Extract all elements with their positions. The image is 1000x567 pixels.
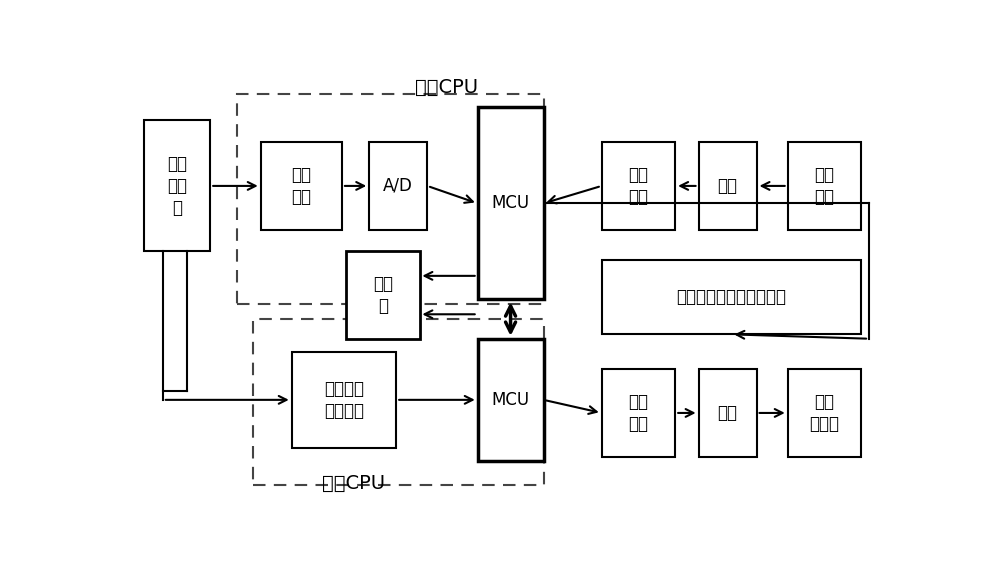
Bar — [602, 142, 675, 230]
Bar — [253, 319, 544, 485]
Bar — [602, 369, 675, 456]
Text: 通信、显示、对时、打印: 通信、显示、对时、打印 — [676, 288, 786, 306]
Text: 光隔: 光隔 — [718, 404, 738, 422]
Text: 低通
滤波: 低通 滤波 — [291, 166, 311, 206]
Text: 外部
开入: 外部 开入 — [814, 166, 834, 206]
Text: 接口
模块: 接口 模块 — [628, 166, 648, 206]
Bar — [369, 142, 427, 230]
Text: 高速数据
采集回路: 高速数据 采集回路 — [324, 380, 364, 420]
Bar — [292, 352, 396, 448]
Bar — [698, 369, 757, 456]
Text: A/D: A/D — [383, 177, 413, 195]
Text: 光隔: 光隔 — [718, 177, 738, 195]
Bar — [346, 251, 420, 338]
Text: MCU: MCU — [492, 391, 530, 409]
Bar — [261, 142, 342, 230]
Bar — [144, 120, 210, 251]
Bar — [478, 338, 544, 461]
Text: MCU: MCU — [492, 194, 530, 213]
Bar — [788, 142, 861, 230]
Text: 常规
互感
器: 常规 互感 器 — [167, 155, 187, 217]
Text: 保护CPU: 保护CPU — [415, 78, 478, 97]
Bar — [602, 260, 861, 335]
Bar — [788, 369, 861, 456]
Text: 出口
继电器: 出口 继电器 — [809, 393, 839, 433]
Bar — [478, 107, 544, 299]
Bar — [237, 94, 544, 304]
Text: 接口
模块: 接口 模块 — [628, 393, 648, 433]
Bar — [698, 142, 757, 230]
Text: 监视
板: 监视 板 — [373, 275, 393, 315]
Text: 行波CPU: 行波CPU — [322, 474, 385, 493]
